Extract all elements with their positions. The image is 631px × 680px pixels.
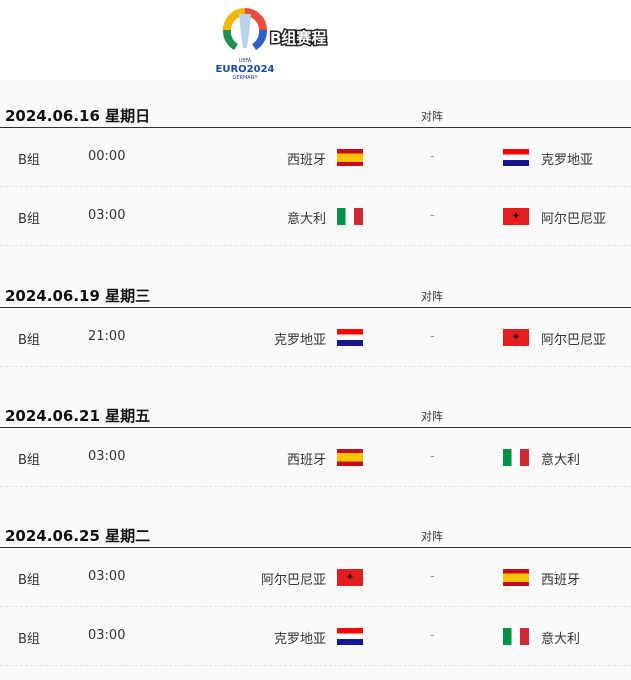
score: - xyxy=(430,208,435,223)
score: - xyxy=(430,449,435,464)
away-team[interactable]: 阿尔巴尼亚 xyxy=(541,212,607,227)
group-label: B组 xyxy=(18,333,40,348)
match-row[interactable]: B组 00:00 西班牙 - 克罗地亚 xyxy=(0,128,631,187)
day-header: 2024.06.25 星期二 对阵 xyxy=(0,520,631,548)
home-team[interactable]: 克罗地亚 xyxy=(273,632,326,647)
score: - xyxy=(430,329,435,344)
home-flag-icon xyxy=(337,449,363,466)
match-date: 2024.06.21 星期五 xyxy=(5,407,151,425)
svg-text:GERMANY: GERMANY xyxy=(232,75,258,80)
day-section: 2024.06.19 星期三 对阵 B组 21:00 克罗地亚 - ✦ 阿尔巴尼… xyxy=(0,280,631,367)
day-section: 2024.06.25 星期二 对阵 B组 03:00 阿尔巴尼亚 ✦ - 西班牙… xyxy=(0,520,631,666)
group-label: B组 xyxy=(18,632,40,647)
day-header: 2024.06.19 星期三 对阵 xyxy=(0,280,631,308)
score: - xyxy=(430,569,435,584)
away-flag-icon xyxy=(503,569,529,586)
svg-text:EURO2024: EURO2024 xyxy=(216,64,275,75)
home-team[interactable]: 西班牙 xyxy=(286,453,326,468)
score: - xyxy=(430,628,435,643)
match-date: 2024.06.16 星期日 xyxy=(5,107,151,125)
away-flag-icon xyxy=(503,449,529,466)
match-row[interactable]: B组 03:00 西班牙 - 意大利 xyxy=(0,428,631,487)
match-row[interactable]: B组 03:00 阿尔巴尼亚 ✦ - 西班牙 xyxy=(0,548,631,607)
group-label: B组 xyxy=(18,212,40,227)
away-flag-icon xyxy=(503,628,529,645)
home-flag-icon xyxy=(337,628,363,645)
match-time: 03:00 xyxy=(88,569,126,584)
away-flag-icon: ✦ xyxy=(503,208,529,225)
day-header: 2024.06.16 星期日 对阵 xyxy=(0,100,631,128)
match-time: 03:00 xyxy=(88,449,126,464)
home-team[interactable]: 阿尔巴尼亚 xyxy=(260,573,326,588)
away-team[interactable]: 阿尔巴尼亚 xyxy=(541,333,607,348)
vs-label: 对阵 xyxy=(421,110,443,123)
page-title: B组赛程 xyxy=(268,28,327,49)
away-flag-icon xyxy=(503,149,529,166)
day-section: 2024.06.21 星期五 对阵 B组 03:00 西班牙 - 意大利 xyxy=(0,400,631,487)
away-flag-icon: ✦ xyxy=(503,329,529,346)
day-section: 2024.06.16 星期日 对阵 B组 00:00 西班牙 - 克罗地亚 B组… xyxy=(0,100,631,246)
away-team[interactable]: 意大利 xyxy=(541,453,581,468)
away-team[interactable]: 意大利 xyxy=(541,632,581,647)
group-label: B组 xyxy=(18,453,40,468)
vs-label: 对阵 xyxy=(421,290,443,303)
euro-2024-logo: UEFA EURO2024 GERMANY xyxy=(216,8,275,80)
match-date: 2024.06.25 星期二 xyxy=(5,527,151,545)
home-team[interactable]: 克罗地亚 xyxy=(273,333,326,348)
group-label: B组 xyxy=(18,153,40,168)
match-time: 00:00 xyxy=(88,149,126,164)
match-row[interactable]: B组 21:00 克罗地亚 - ✦ 阿尔巴尼亚 xyxy=(0,308,631,367)
home-team[interactable]: 意大利 xyxy=(286,212,326,227)
home-team[interactable]: 西班牙 xyxy=(286,153,326,168)
day-header: 2024.06.21 星期五 对阵 xyxy=(0,400,631,428)
header: UEFA EURO2024 GERMANY B组赛程 xyxy=(0,0,631,80)
away-team[interactable]: 克罗地亚 xyxy=(541,153,594,168)
match-row[interactable]: B组 03:00 意大利 - ✦ 阿尔巴尼亚 xyxy=(0,187,631,246)
home-flag-icon: ✦ xyxy=(337,569,363,586)
home-flag-icon xyxy=(337,329,363,346)
svg-text:UEFA: UEFA xyxy=(239,58,252,64)
home-flag-icon xyxy=(337,208,363,225)
vs-label: 对阵 xyxy=(421,530,443,543)
away-team[interactable]: 西班牙 xyxy=(541,573,581,588)
match-time: 21:00 xyxy=(88,329,126,344)
group-label: B组 xyxy=(18,573,40,588)
match-date: 2024.06.19 星期三 xyxy=(5,287,151,305)
home-flag-icon xyxy=(337,149,363,166)
match-time: 03:00 xyxy=(88,208,126,223)
match-row[interactable]: B组 03:00 克罗地亚 - 意大利 xyxy=(0,607,631,666)
score: - xyxy=(430,149,435,164)
match-time: 03:00 xyxy=(88,628,126,643)
vs-label: 对阵 xyxy=(421,410,443,423)
